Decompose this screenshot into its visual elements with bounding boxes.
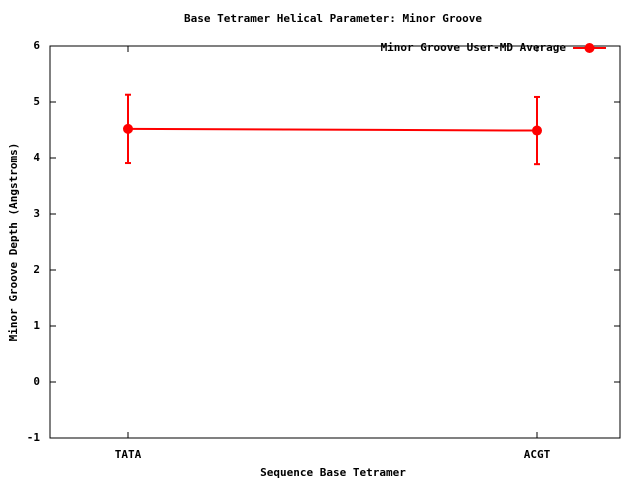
legend-marker — [584, 43, 595, 53]
data-point — [123, 123, 133, 134]
x-tick-label: TATA — [115, 448, 142, 461]
data-point — [532, 125, 542, 136]
series-line — [127, 127, 538, 132]
y-tick-label: 0 — [33, 375, 40, 388]
chart-title: Base Tetramer Helical Parameter: Minor G… — [184, 12, 482, 25]
plot-frame — [49, 45, 621, 439]
y-tick-label: 6 — [33, 39, 40, 52]
y-tick-label: 2 — [33, 263, 40, 276]
x-axis-label: Sequence Base Tetramer — [260, 466, 406, 479]
y-axis-label: Minor Groove Depth (Angstroms) — [7, 143, 20, 342]
y-tick-label: 5 — [33, 95, 40, 108]
y-tick-label: 1 — [33, 319, 40, 332]
y-tick-label: 3 — [33, 207, 40, 220]
y-tick-label: -1 — [27, 431, 41, 444]
x-tick-label: ACGT — [524, 448, 551, 461]
y-tick-label: 4 — [33, 151, 40, 164]
legend-label: Minor Groove User-MD Average — [381, 41, 567, 54]
